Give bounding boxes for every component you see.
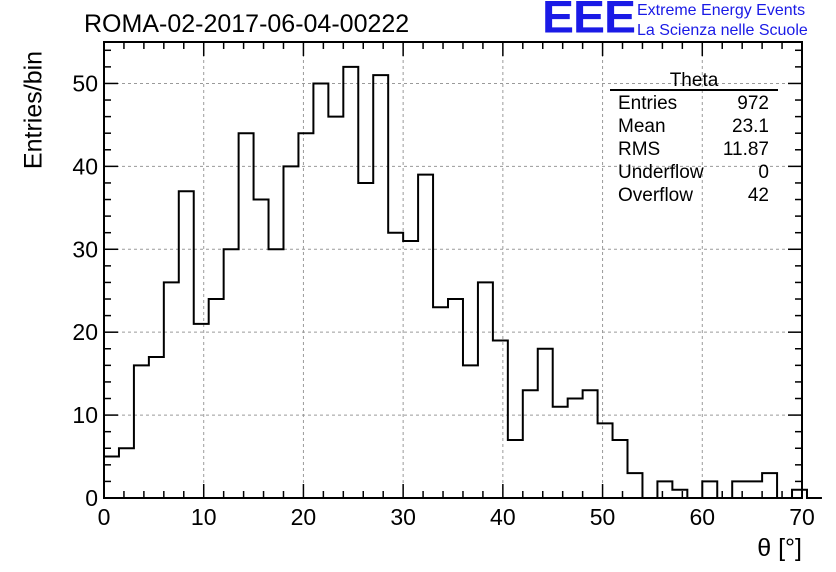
x-tick-label: 70 <box>789 504 815 530</box>
x-tick-label: 0 <box>98 504 111 530</box>
stats-label: RMS <box>618 139 661 160</box>
stats-row-overflow: Overflow 42 <box>610 183 778 206</box>
stats-label: Overflow <box>618 185 693 206</box>
stats-label: Entries <box>618 93 678 114</box>
stats-value: 42 <box>747 185 769 206</box>
grid-lines <box>104 42 802 498</box>
stats-row-underflow: Underflow 0 <box>610 160 778 183</box>
stats-row-mean: Mean 23.1 <box>610 114 778 137</box>
stats-title: Theta <box>610 71 778 91</box>
stats-value: 11.87 <box>722 139 769 160</box>
logo-line-2: La Scienza nelle Scuole <box>637 22 808 39</box>
y-tick-label: 10 <box>72 402 98 428</box>
chart-title: ROMA-02-2017-06-04-00222 <box>84 10 410 38</box>
stats-value: 0 <box>758 162 769 183</box>
stats-box: Theta Entries 972 Mean 23.1 RMS 11.87 Un… <box>610 71 778 206</box>
x-tick-label: 60 <box>689 504 715 530</box>
y-tick-label: 40 <box>72 153 98 179</box>
stats-row-entries: Entries 972 <box>610 91 778 114</box>
plot-frame <box>103 41 803 499</box>
stats-row-rms: RMS 11.87 <box>610 137 778 160</box>
y-tick-label: 30 <box>72 236 98 262</box>
x-tick-label: 10 <box>191 504 217 530</box>
axis-ticks <box>103 42 803 499</box>
stats-value: 23.1 <box>732 116 769 137</box>
y-tick-label: 20 <box>72 319 98 345</box>
stats-value: 972 <box>737 93 769 114</box>
eee-logo: EEE Extreme Energy Events La Scienza nel… <box>542 0 836 48</box>
x-tick-labels: 0 10 20 30 40 50 60 70 <box>98 504 815 530</box>
x-tick-label: 40 <box>490 504 516 530</box>
x-tick-label: 30 <box>390 504 416 530</box>
logo-line-1: Extreme Energy Events <box>637 2 806 19</box>
y-tick-labels: 0 10 20 30 40 50 <box>72 70 98 511</box>
x-tick-label: 20 <box>291 504 317 530</box>
y-tick-label: 0 <box>85 485 98 511</box>
y-axis-label: Entries/bin <box>19 50 48 170</box>
stats-label: Underflow <box>618 162 704 183</box>
y-tick-label: 50 <box>72 70 98 96</box>
x-tick-label: 50 <box>590 504 616 530</box>
eee-logo-mark: EEE <box>542 0 636 43</box>
x-axis-label: θ [°] <box>757 534 802 562</box>
stats-label: Mean <box>618 116 666 137</box>
